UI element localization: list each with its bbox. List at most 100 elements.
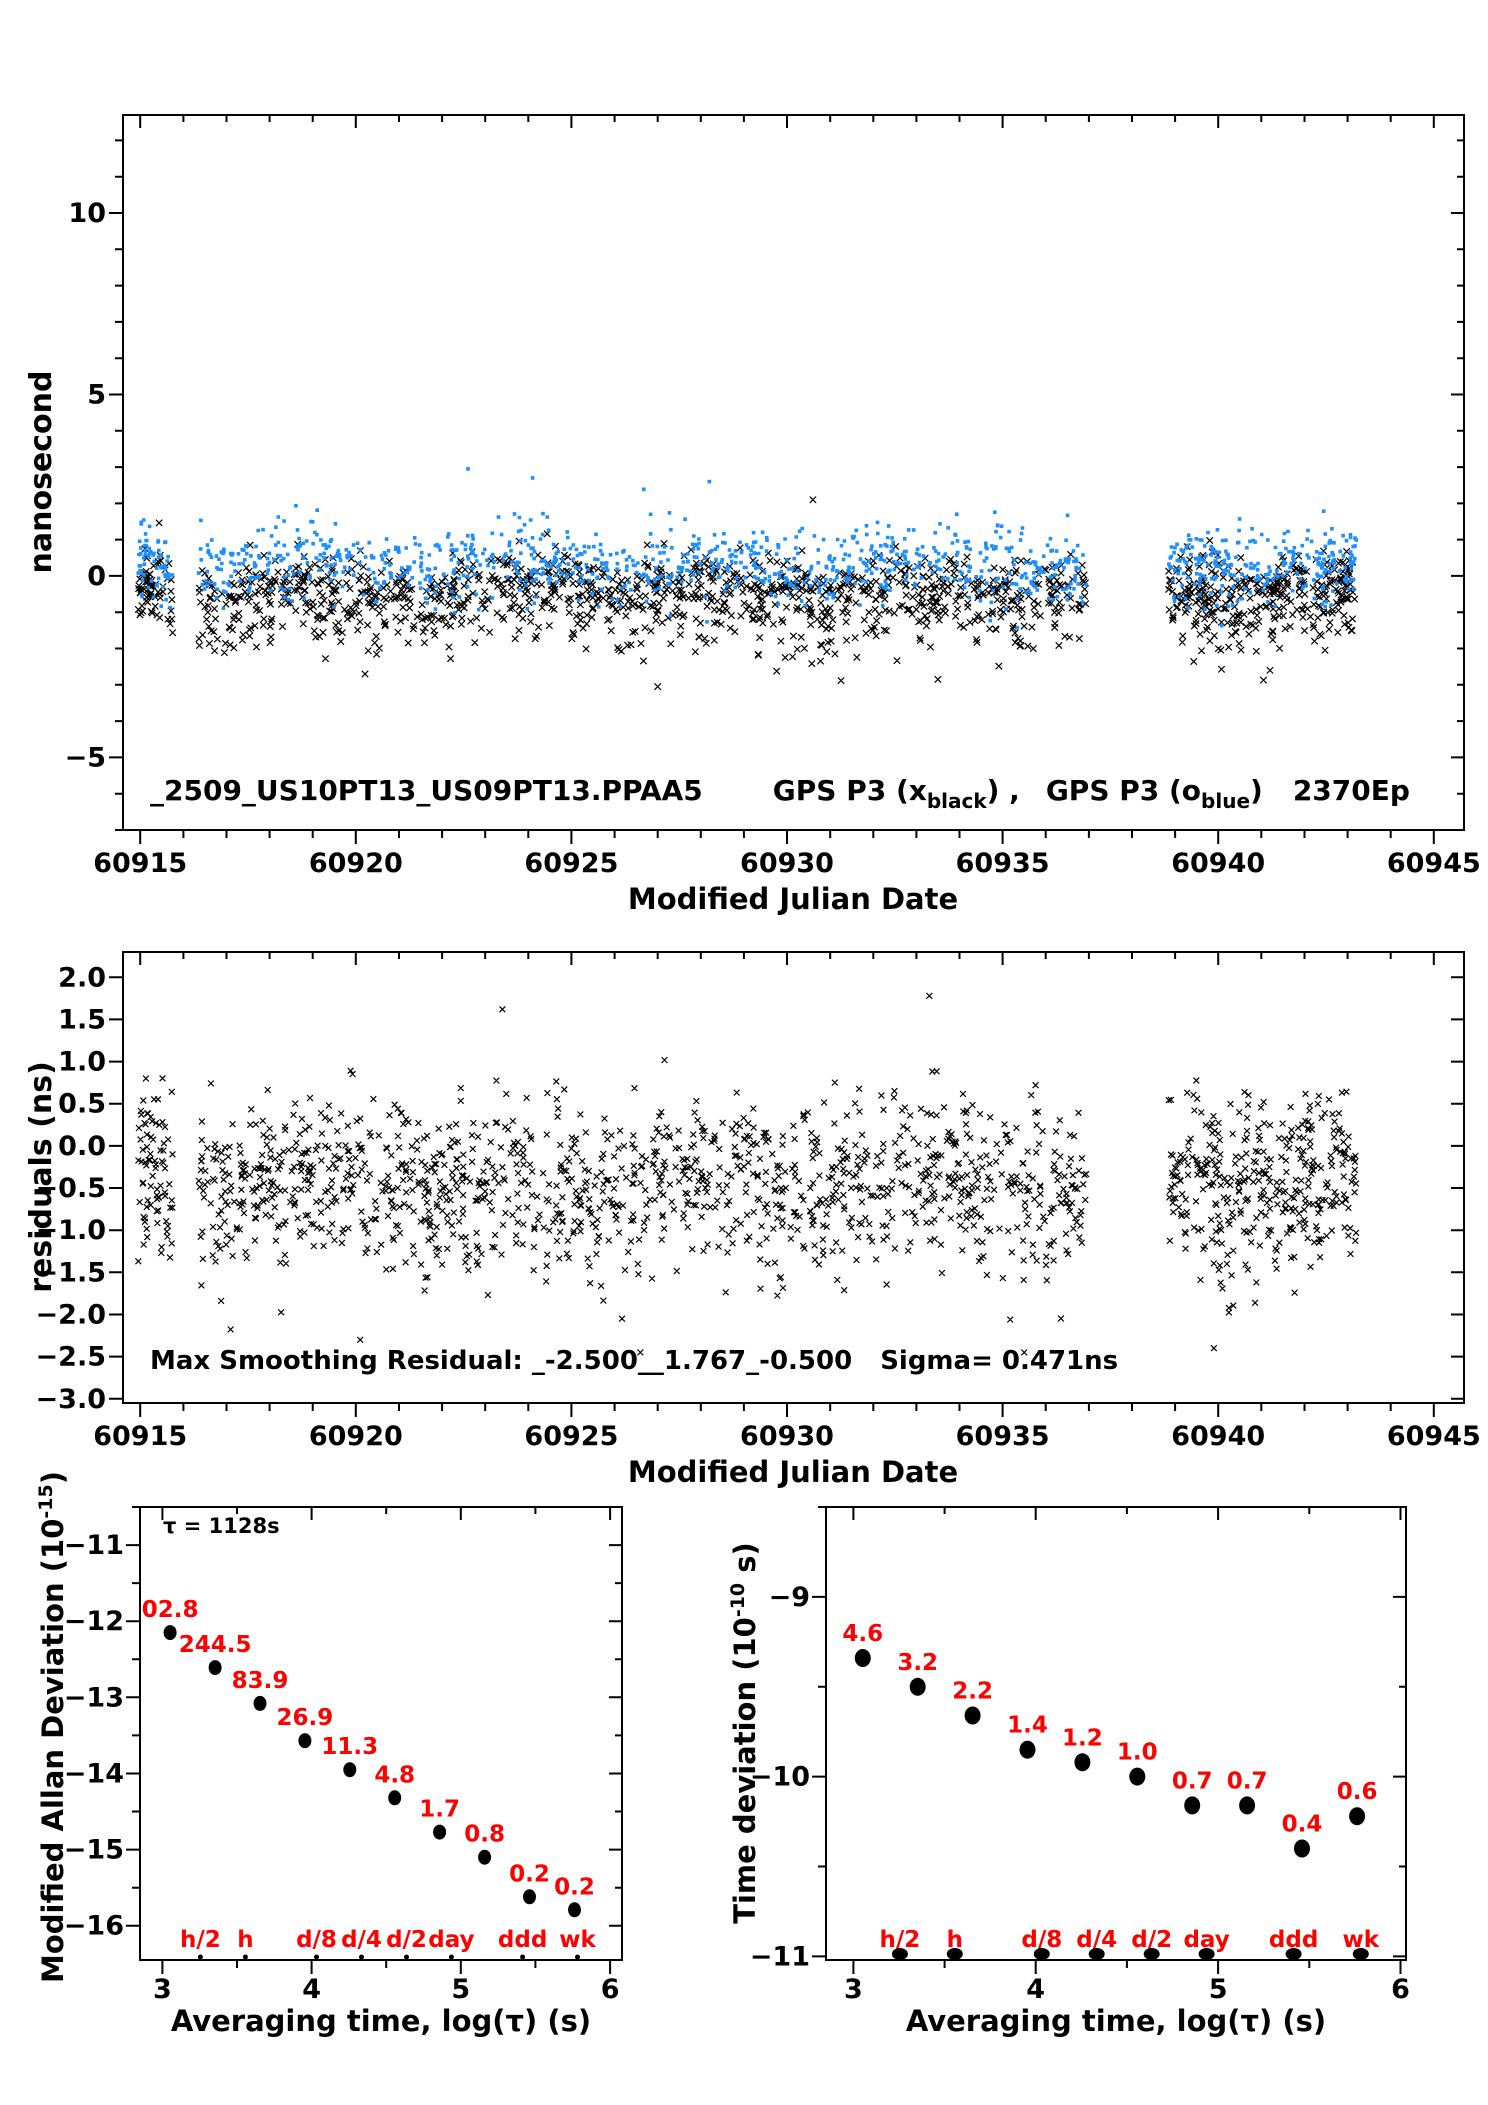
tdev-point-value-label-1: 3.2	[897, 1650, 938, 1676]
mdev-chart: 3 4 5 6 −11 −12 −13 −14 −15 −16 02.8 244.5 83.9 26.9 1…	[64, 1506, 623, 2005]
file-label: _2509_US10PT13_US09PT13.PPAA5	[150, 774, 703, 807]
tdev-y-tick-label: −11	[750, 1941, 810, 1972]
mdev-ref-label-d/8: d/8	[296, 1927, 337, 1953]
tdev-x-tick-label: 5	[1209, 1974, 1228, 2005]
tdev-ref-dot-d/8	[1033, 1948, 1050, 1960]
tdev-ref-dot-h/2	[891, 1948, 908, 1960]
tdev-y-tick-label: −10	[750, 1762, 810, 1793]
residuals-y-tick-label: 1.0	[58, 1047, 106, 1078]
mdev-x-tick-label: 4	[302, 1974, 321, 2005]
mdev-data-point-4	[343, 1762, 357, 1778]
residuals-ticks	[109, 952, 1464, 1417]
mdev-y-axis-title-close: )	[36, 1471, 70, 1485]
mdev-data-point-9	[568, 1902, 581, 1918]
residuals-y-tick-label: −3.0	[36, 1384, 106, 1415]
residuals-y-tick-label: 0.5	[58, 1089, 106, 1120]
tdev-ref-label-h: h	[947, 1927, 963, 1953]
tdev-x-tick-label: 6	[1391, 1974, 1410, 2005]
mdev-ref-dot-wk	[575, 1954, 580, 1960]
mdev-point-value-label-9: 0.2	[554, 1874, 595, 1900]
phase-tick-labels: 60915 60920 60925 60930 60935 60940 60945 10 5 0 −…	[65, 198, 1481, 879]
series2-subscript: blue	[1201, 789, 1251, 813]
series1-suffix: ) ,	[986, 774, 1020, 807]
tdev-x-axis-title: Averaging time, log(τ) (s)	[905, 2004, 1327, 2038]
series1-subscript: black	[926, 789, 987, 813]
phase-y-tick-label: −5	[65, 742, 106, 773]
mdev-y-tick-label: −14	[64, 1759, 124, 1790]
mdev-y-axis-title: Modified Allan Deviation (10-15)	[24, 1471, 70, 1983]
tdev-data-point-8	[1294, 1839, 1310, 1858]
mdev-x-axis-title: Averaging time, log(τ) (s)	[170, 2004, 592, 2038]
mdev-data-point-5	[388, 1790, 402, 1806]
mdev-point-value-label-7: 0.8	[464, 1822, 505, 1848]
tau-annotation: τ = 1128s	[163, 1514, 280, 1538]
mdev-y-tick-label: −11	[64, 1530, 124, 1561]
mdev-y-tick-label: −12	[64, 1606, 124, 1637]
phase-x-tick-label: 60935	[956, 848, 1050, 879]
residuals-y-tick-label: −1.5	[36, 1257, 106, 1288]
mdev-y-tick-label: −13	[64, 1682, 124, 1713]
tdev-point-value-label-9: 0.6	[1337, 1779, 1378, 1805]
mdev-ticks	[126, 1506, 622, 1974]
tdev-data-point-7	[1239, 1796, 1256, 1815]
tdev-data-point-3	[1019, 1740, 1036, 1759]
mdev-ref-dot-d/8	[314, 1954, 319, 1960]
series2-suffix: )	[1250, 774, 1263, 807]
residuals-series-x-markers-0	[134, 992, 1360, 1356]
mdev-data-point-3	[298, 1733, 312, 1749]
tdev-data-point-2	[964, 1706, 981, 1725]
mdev-x-tick-label: 5	[451, 1974, 470, 2005]
residuals-x-tick-label: 60945	[1387, 1421, 1481, 1452]
tdev-ref-dot-d/4	[1088, 1948, 1105, 1960]
phase-x-tick-label: 60940	[1171, 848, 1265, 879]
tdev-point-value-label-0: 4.6	[842, 1621, 883, 1647]
mdev-y-axis-title-sup: -15	[35, 1484, 57, 1519]
residuals-y-axis-title: residuals (ns)	[24, 1061, 59, 1293]
tdev-data-point-0	[854, 1649, 871, 1667]
residuals-y-tick-label: −1.0	[36, 1215, 106, 1246]
mdev-ref-dot-ddd	[520, 1954, 526, 1960]
tdev-point-value-label-2: 2.2	[952, 1679, 993, 1705]
tdev-ref-dot-day	[1198, 1948, 1215, 1960]
tdev-data-point-9	[1349, 1807, 1366, 1826]
residuals-x-axis-title: Modified Julian Date	[627, 1455, 959, 1489]
residuals-x-tick-label: 60940	[1171, 1421, 1265, 1452]
mdev-x-tick-label: 6	[601, 1974, 620, 2005]
mdev-data-point-2	[253, 1695, 267, 1711]
tdev-y-axis-title-sup: -10	[727, 1582, 749, 1618]
mdev-point-value-label-1: 244.5	[179, 1632, 252, 1658]
mdev-ref-labels: h/2 h d/8 d/4 d/2 day ddd wk	[180, 1927, 596, 1953]
mdev-tick-labels: 3 4 5 6 −11 −12 −13 −14 −15 −16	[64, 1530, 620, 2005]
mdev-data-point-6	[433, 1824, 447, 1840]
mdev-y-axis-title-text: Modified Allan Deviation (10	[36, 1518, 70, 1983]
tdev-point-value-label-5: 1.0	[1117, 1740, 1158, 1766]
phase-chart: 60915 60920 60925 60930 60935 60940 60945 10 5 0 −…	[65, 114, 1481, 879]
mdev-ref-dot-h	[242, 1954, 248, 1960]
tdev-ticks	[812, 1506, 1406, 1974]
phase-x-tick-label: 60920	[309, 848, 403, 879]
mdev-y-tick-label: −15	[64, 1835, 124, 1866]
mdev-data-point-1	[208, 1660, 222, 1676]
residuals-chart: 60915 60920 60925 60930 60935 60940 60945 2.0 1.…	[36, 951, 1481, 1452]
tdev-point-value-label-3: 1.4	[1007, 1713, 1048, 1739]
mdev-ref-label-day: day	[428, 1927, 474, 1953]
residuals-y-tick-label: 1.5	[58, 1004, 106, 1035]
mdev-x-tick-label: 3	[153, 1974, 172, 2005]
phase-x-axis-title: Modified Julian Date	[627, 882, 959, 916]
residuals-x-tick-label: 60915	[93, 1421, 187, 1452]
max-smoothing-residual-label: Max Smoothing Residual: _-2.500__1.767_-…	[150, 1346, 853, 1376]
mdev-ref-label-d/2: d/2	[386, 1927, 427, 1953]
mdev-point-value-label-8: 0.2	[509, 1861, 550, 1887]
mdev-point-value-label-0: 02.8	[142, 1597, 199, 1623]
residuals-annotation: Max Smoothing Residual: _-2.500__1.767_-…	[150, 1346, 1118, 1376]
series2-label: GPS P3 (o	[1045, 774, 1202, 807]
phase-plot-annotation: _2509_US10PT13_US09PT13.PPAA5 GPS P3 (xbl…	[150, 774, 1410, 813]
tdev-ref-dot-ddd	[1285, 1948, 1302, 1960]
phase-x-tick-label: 60925	[524, 848, 618, 879]
tdev-y-tick-label: −9	[769, 1582, 810, 1613]
series1-label: GPS P3 (x	[772, 774, 927, 807]
mdev-ref-label-wk: wk	[559, 1927, 596, 1953]
